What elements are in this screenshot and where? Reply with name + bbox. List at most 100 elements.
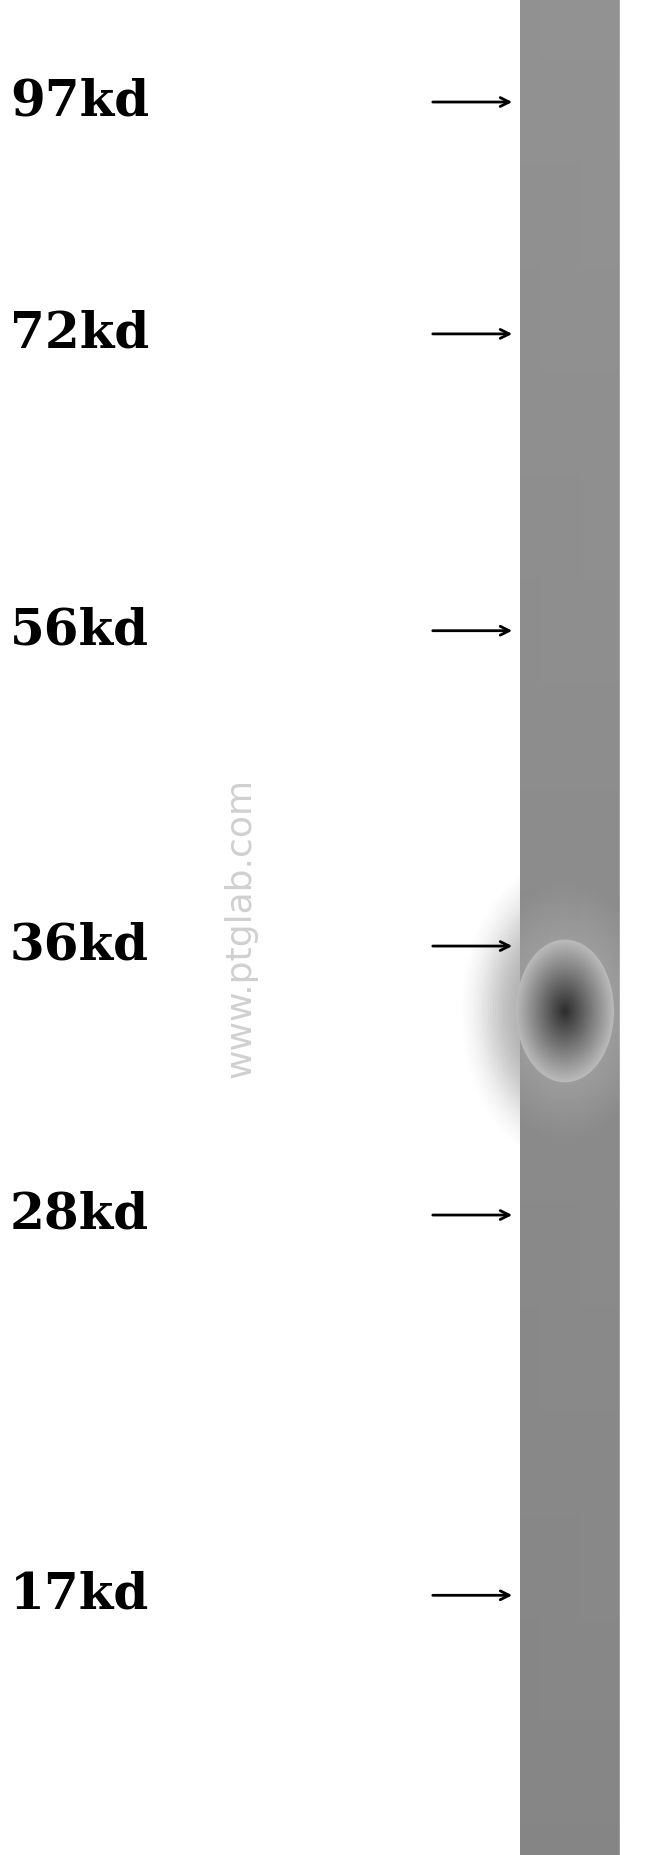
Text: 97kd: 97kd <box>10 78 149 126</box>
Ellipse shape <box>517 940 613 1081</box>
Bar <box>556 0 558 1855</box>
Ellipse shape <box>547 985 583 1037</box>
Bar <box>530 0 531 1855</box>
Ellipse shape <box>520 944 610 1078</box>
Bar <box>524 0 525 1855</box>
Ellipse shape <box>536 968 593 1054</box>
Bar <box>609 0 610 1855</box>
Ellipse shape <box>495 909 634 1113</box>
Bar <box>573 0 574 1855</box>
Ellipse shape <box>528 957 602 1065</box>
Bar <box>586 0 588 1855</box>
Bar <box>552 0 554 1855</box>
Ellipse shape <box>522 948 608 1074</box>
Bar <box>611 0 612 1855</box>
Ellipse shape <box>536 968 595 1054</box>
Ellipse shape <box>538 972 592 1050</box>
Ellipse shape <box>552 992 577 1030</box>
Ellipse shape <box>526 953 604 1068</box>
Ellipse shape <box>530 961 599 1061</box>
Bar <box>580 0 581 1855</box>
Ellipse shape <box>517 942 612 1080</box>
Ellipse shape <box>505 922 625 1098</box>
Ellipse shape <box>553 994 577 1028</box>
Bar <box>575 0 577 1855</box>
Bar <box>589 0 590 1855</box>
Ellipse shape <box>484 890 647 1132</box>
Bar <box>549 0 550 1855</box>
Bar <box>541 0 543 1855</box>
Ellipse shape <box>559 1002 571 1020</box>
Bar <box>599 0 600 1855</box>
Ellipse shape <box>552 992 578 1030</box>
Text: 28kd: 28kd <box>10 1191 149 1239</box>
Bar <box>604 0 605 1855</box>
Ellipse shape <box>527 955 603 1067</box>
Ellipse shape <box>556 998 573 1024</box>
Ellipse shape <box>550 989 580 1033</box>
Ellipse shape <box>542 978 588 1044</box>
Ellipse shape <box>526 955 603 1067</box>
Ellipse shape <box>539 972 592 1050</box>
Bar <box>523 0 524 1855</box>
Ellipse shape <box>524 952 606 1070</box>
Bar <box>577 0 578 1855</box>
Bar <box>543 0 544 1855</box>
Bar <box>592 0 593 1855</box>
Ellipse shape <box>533 965 597 1057</box>
Ellipse shape <box>523 948 608 1074</box>
Bar <box>588 0 589 1855</box>
Ellipse shape <box>540 974 590 1048</box>
Ellipse shape <box>540 976 590 1046</box>
Ellipse shape <box>549 987 582 1035</box>
Bar <box>571 0 573 1855</box>
Bar <box>569 0 570 1855</box>
Text: 56kd: 56kd <box>10 607 149 655</box>
Ellipse shape <box>532 963 598 1059</box>
Text: www.ptglab.com: www.ptglab.com <box>223 777 257 1078</box>
Bar <box>560 0 561 1855</box>
Bar <box>596 0 597 1855</box>
Ellipse shape <box>508 926 623 1096</box>
Bar <box>615 0 616 1855</box>
Ellipse shape <box>529 959 601 1063</box>
Ellipse shape <box>519 942 612 1080</box>
Bar <box>565 0 566 1855</box>
Text: 17kd: 17kd <box>10 1571 150 1619</box>
Text: 72kd: 72kd <box>10 310 150 358</box>
Ellipse shape <box>535 966 595 1055</box>
Bar <box>603 0 604 1855</box>
Bar <box>612 0 614 1855</box>
Ellipse shape <box>562 1007 567 1015</box>
Ellipse shape <box>537 970 593 1052</box>
Bar <box>531 0 532 1855</box>
Bar <box>546 0 547 1855</box>
Ellipse shape <box>521 946 609 1076</box>
Ellipse shape <box>561 1005 569 1017</box>
Ellipse shape <box>543 978 587 1044</box>
Bar <box>562 0 564 1855</box>
Ellipse shape <box>500 916 630 1106</box>
Ellipse shape <box>551 991 579 1031</box>
Ellipse shape <box>541 976 589 1046</box>
Bar <box>528 0 530 1855</box>
Bar <box>608 0 609 1855</box>
Bar <box>550 0 551 1855</box>
Ellipse shape <box>549 989 580 1033</box>
Ellipse shape <box>543 979 586 1043</box>
Ellipse shape <box>517 940 613 1081</box>
Bar <box>616 0 617 1855</box>
Bar <box>618 0 619 1855</box>
Bar <box>614 0 615 1855</box>
Ellipse shape <box>548 985 582 1037</box>
Ellipse shape <box>488 898 642 1124</box>
Ellipse shape <box>510 929 620 1093</box>
Ellipse shape <box>558 1000 573 1022</box>
Bar <box>545 0 546 1855</box>
Bar <box>574 0 575 1855</box>
Ellipse shape <box>563 1009 567 1013</box>
Bar <box>584 0 585 1855</box>
Bar <box>564 0 565 1855</box>
Bar <box>597 0 599 1855</box>
Bar <box>555 0 556 1855</box>
